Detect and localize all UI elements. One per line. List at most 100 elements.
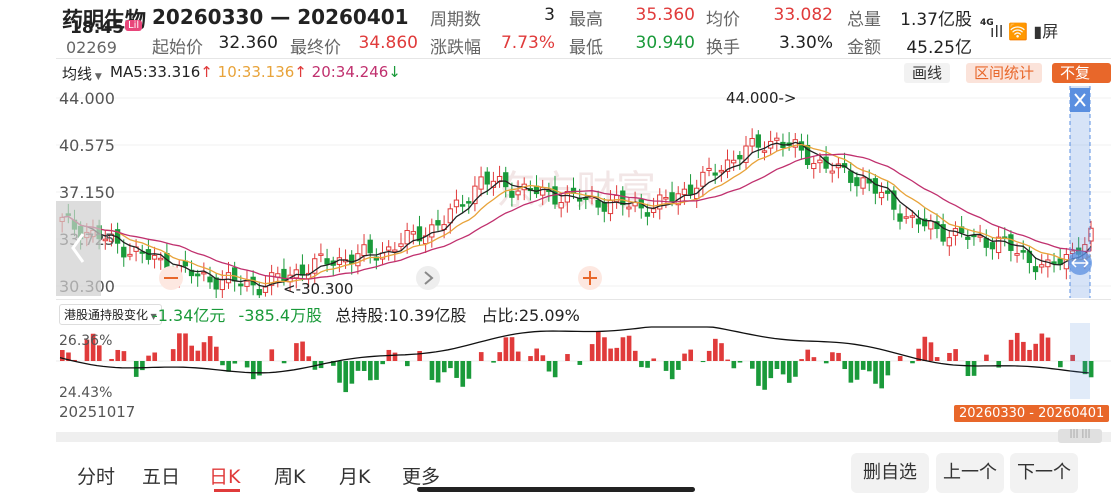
holdings-chart[interactable]: 26.36% 24.43% — [56, 323, 1111, 399]
selection-band[interactable] — [1070, 86, 1090, 298]
delete-watchlist-button[interactable]: 删自选 — [851, 453, 929, 493]
tab-2[interactable]: 日K — [209, 466, 241, 488]
holdings-bar — [226, 361, 231, 372]
candle-body — [268, 272, 275, 286]
holdings-bar — [860, 361, 866, 370]
candle-body — [466, 201, 472, 204]
timeline-start-date: 20251017 — [59, 403, 136, 421]
low-annotation: <-30.300 — [283, 280, 353, 298]
timeline-range-label: 20260330 - 20260401 — [954, 405, 1110, 422]
holdings-change-shares: -385.4万股 — [238, 306, 323, 325]
holdings-bar — [244, 361, 250, 368]
holdings-selector[interactable]: 港股通持股变化 ▼ — [59, 304, 162, 325]
holdings-bar — [207, 336, 213, 361]
holdings-bar — [115, 349, 121, 361]
scroll-right-button[interactable] — [416, 266, 440, 290]
candle-body — [225, 272, 232, 284]
candle-body — [195, 273, 201, 277]
tab-1[interactable]: 五日 — [142, 466, 181, 488]
tab-5[interactable]: 更多 — [402, 466, 441, 488]
ma10-value: 10:33.136 — [217, 63, 295, 81]
candle-body — [915, 218, 922, 225]
candle-body — [1069, 250, 1076, 255]
holdings-bar — [448, 361, 453, 369]
candle-body — [127, 253, 133, 257]
holdings-bar — [429, 361, 435, 380]
range-stats-button[interactable]: 区间统计 — [966, 63, 1043, 83]
candle-body — [811, 162, 817, 170]
holdings-bar — [706, 350, 712, 361]
candle-body — [299, 264, 306, 276]
holdings-bar — [269, 349, 275, 361]
holdings-selection-band — [1070, 323, 1090, 399]
holdings-bar — [632, 350, 638, 361]
holdings-bar — [768, 361, 774, 379]
tab-4[interactable]: 月K — [339, 466, 371, 488]
candle-body — [1008, 234, 1014, 251]
holdings-change-amount: -1.34亿元 — [152, 306, 226, 325]
holdings-bar — [922, 336, 928, 361]
holdings-bar — [84, 339, 90, 361]
ma-selector[interactable]: 均线 ▼ — [62, 63, 102, 84]
tab-3[interactable]: 周K — [274, 466, 306, 488]
previous-stock-button[interactable]: 上一个 — [936, 453, 1004, 493]
holdings-bar — [349, 361, 355, 384]
candle-body — [509, 190, 515, 198]
ma5-arrow-icon: ↑ — [200, 63, 213, 81]
candle-body — [595, 199, 601, 208]
candle-body — [151, 254, 158, 260]
left-scroll-handle[interactable] — [56, 201, 101, 296]
holdings-bar — [910, 361, 915, 364]
holdings-bar — [873, 361, 878, 384]
timeline-scroll-thumb[interactable]: ||| ||| — [1058, 429, 1102, 443]
stat-value: 45.25亿 — [906, 38, 972, 58]
candle-body — [644, 212, 651, 217]
holdings-bar — [515, 351, 521, 361]
candle-body — [743, 145, 749, 163]
holdings-bar — [626, 335, 632, 361]
chevron-left-icon — [71, 233, 85, 263]
candle-body — [213, 277, 219, 290]
ma20-value: 20:34.246 — [311, 63, 389, 81]
holdings-bar — [306, 356, 312, 361]
ma10-line — [62, 143, 1092, 285]
holdings-bar — [731, 361, 737, 369]
candle-body — [940, 224, 946, 242]
holdings-bar — [460, 361, 466, 387]
timeline-scrollbar[interactable] — [56, 432, 1111, 442]
holdings-bar — [639, 361, 644, 368]
holdings-bar — [663, 361, 669, 371]
holdings-bar — [133, 361, 139, 377]
holdings-bar — [491, 361, 496, 363]
holdings-bar — [762, 361, 767, 390]
stock-code: 02269 — [66, 38, 117, 57]
holdings-bar — [756, 361, 761, 386]
price-tick-label: 44.000 — [59, 89, 115, 108]
draw-line-button[interactable]: 画线 — [904, 63, 951, 83]
drag-arrows-icon — [1071, 258, 1089, 268]
holdings-bar — [195, 350, 201, 361]
candle-body — [718, 169, 725, 173]
tab-0[interactable]: 分时 — [77, 466, 116, 488]
holdings-bar — [1070, 354, 1075, 361]
holdings-bar — [608, 348, 613, 361]
holdings-bar — [1027, 349, 1032, 361]
holdings-bar — [854, 361, 860, 380]
stat-label: 金额 — [847, 38, 881, 58]
holdings-bar — [676, 361, 681, 370]
holdings-bar — [214, 346, 219, 361]
holdings-bar — [355, 361, 361, 371]
holdings-bar — [947, 352, 952, 361]
app-badge: Lil — [125, 20, 143, 31]
holdings-values: -1.34亿元 -385.4万股 总持股:10.39亿股 占比:25.09% — [152, 302, 580, 326]
stat-value: 1.37亿股 — [900, 10, 972, 30]
candle-body — [453, 199, 460, 208]
home-indicator[interactable] — [417, 487, 695, 492]
signal-indicator: 4G — [980, 18, 994, 28]
adjust-button[interactable]: 不复权 — [1052, 63, 1111, 102]
holdings-bar — [250, 361, 256, 380]
next-stock-button[interactable]: 下一个 — [1010, 453, 1078, 493]
holdings-bar — [146, 355, 151, 361]
candle-body — [392, 249, 398, 253]
